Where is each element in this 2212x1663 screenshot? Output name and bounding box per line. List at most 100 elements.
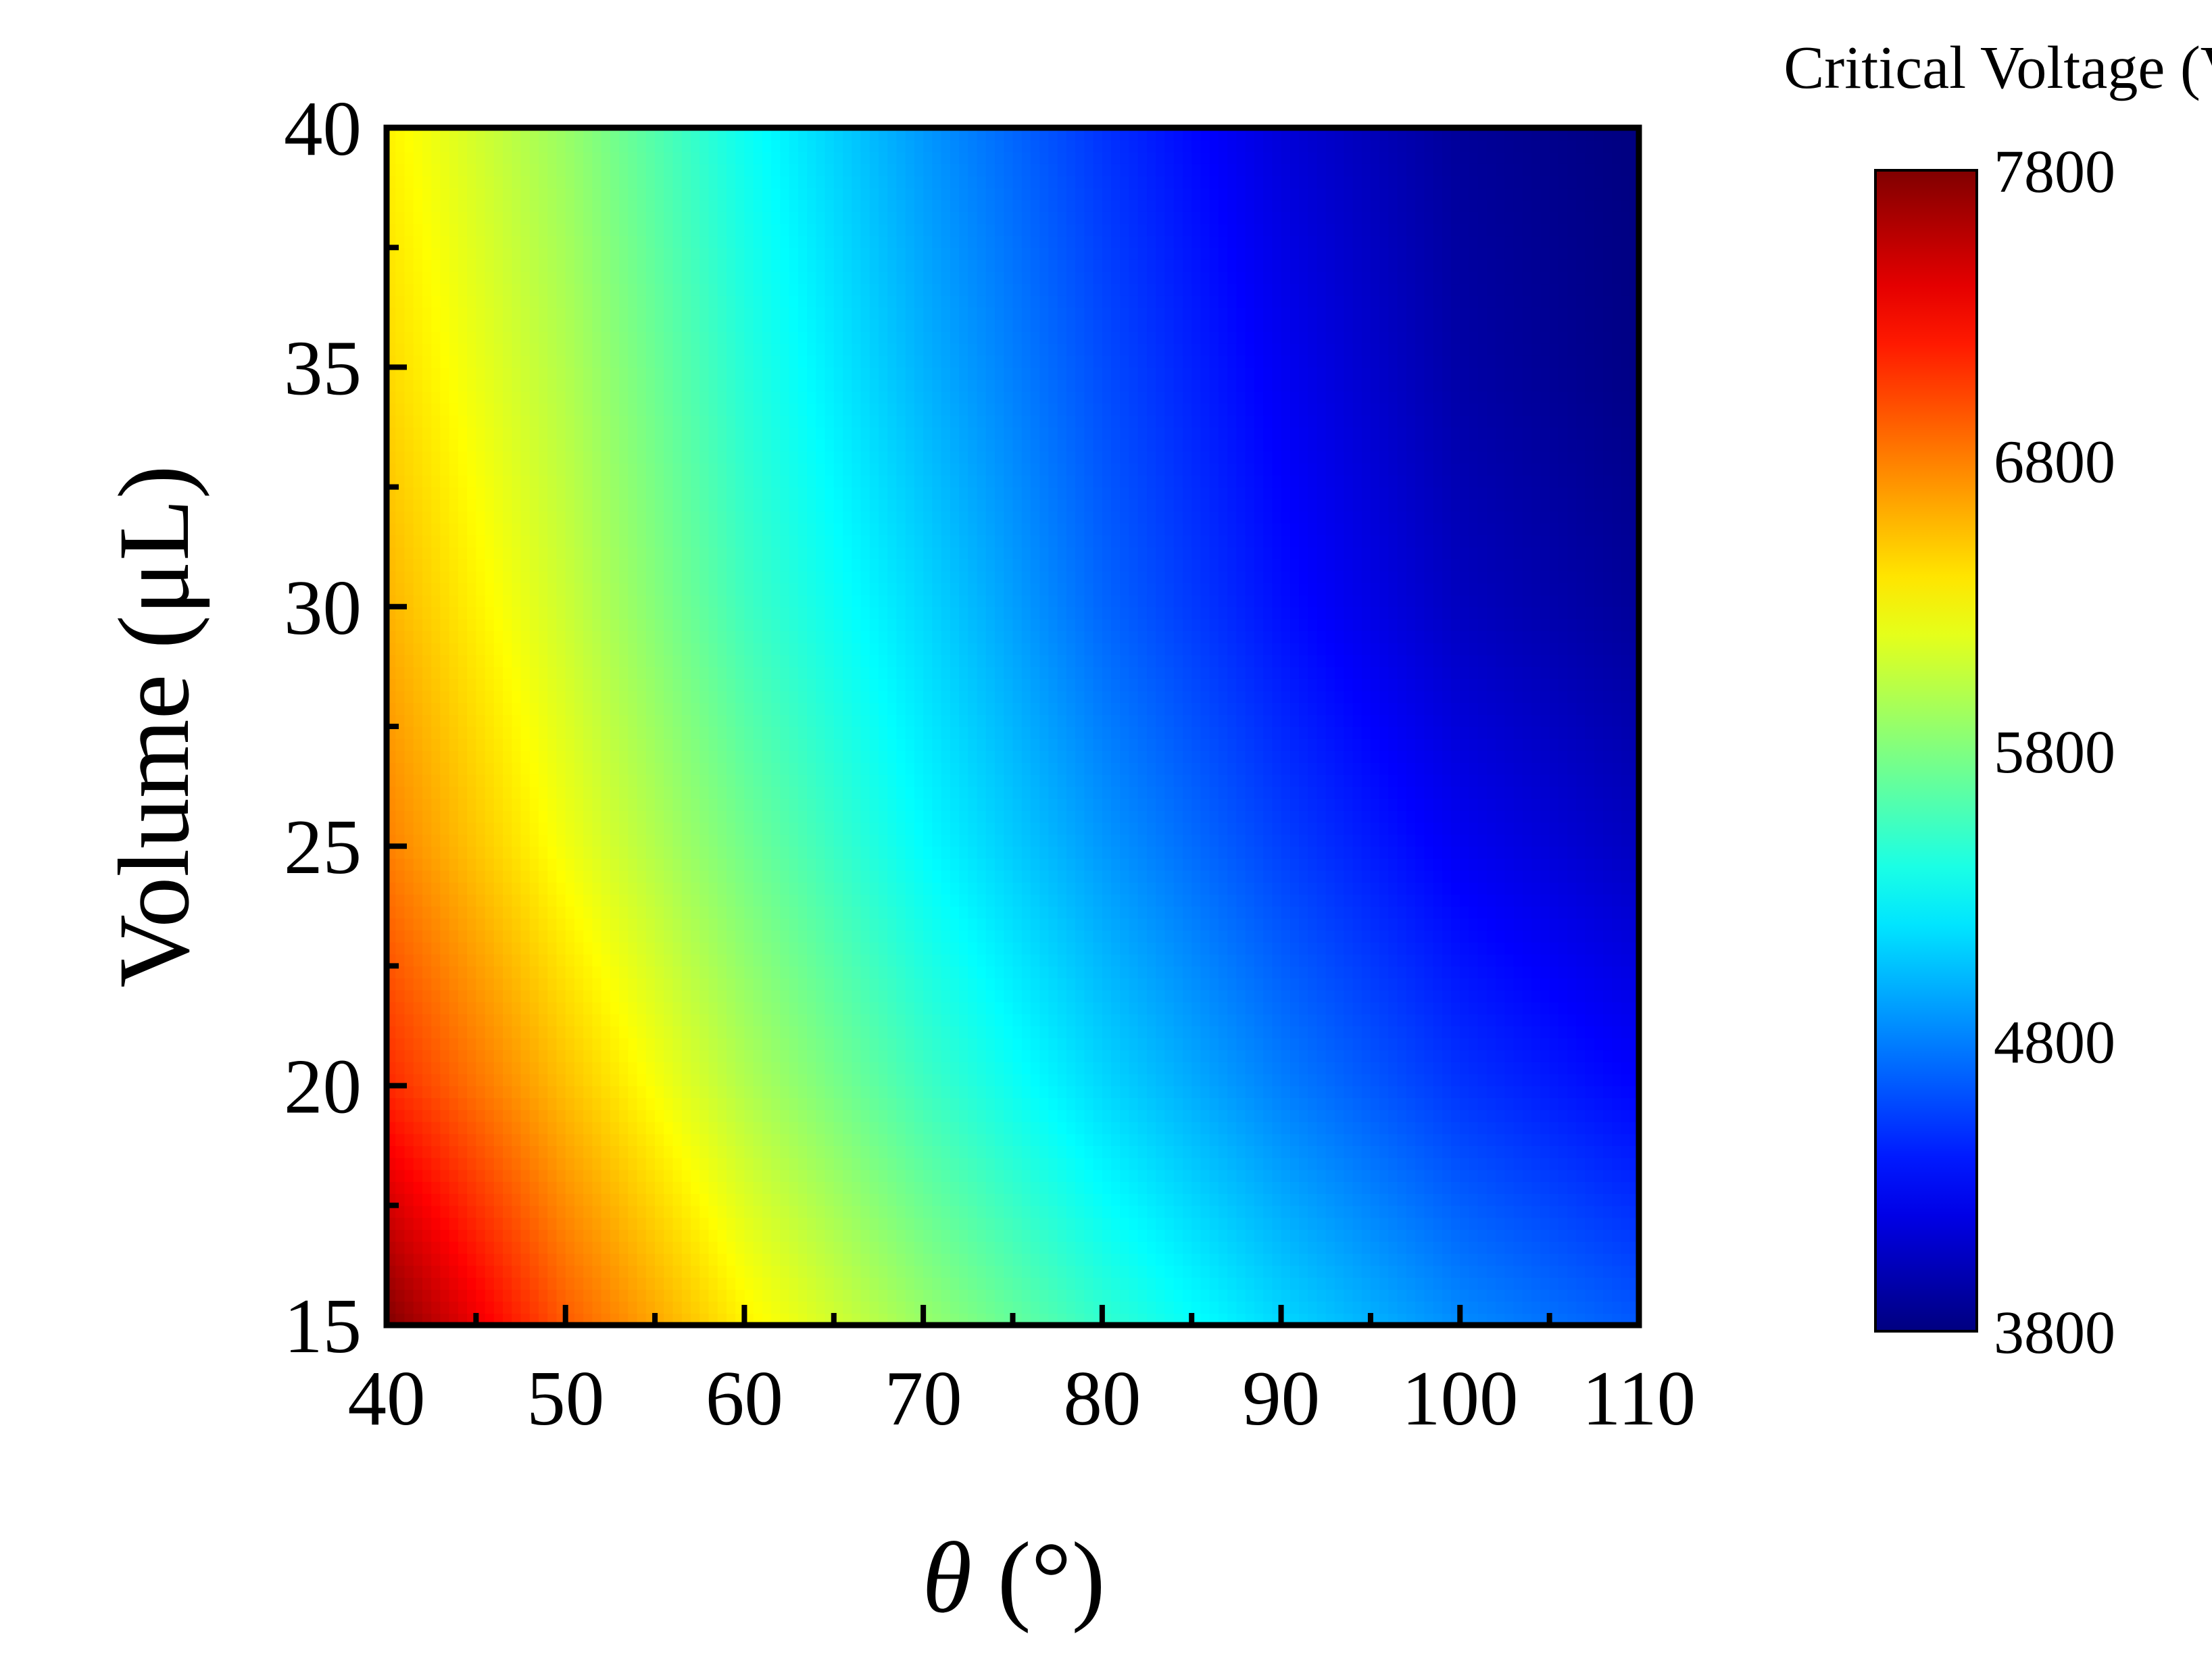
heatmap-cell xyxy=(1469,1193,1479,1206)
heatmap-cell xyxy=(1299,1206,1308,1218)
heatmap-cell xyxy=(896,1218,906,1231)
heatmap-cell xyxy=(914,1277,924,1290)
heatmap-cell xyxy=(1594,1170,1604,1183)
heatmap-cell xyxy=(860,1181,870,1194)
heatmap-cell xyxy=(744,966,754,978)
heatmap-cell xyxy=(1200,1014,1210,1026)
heatmap-cell xyxy=(1478,1133,1488,1146)
heatmap-cell xyxy=(754,906,763,919)
heatmap-cell xyxy=(1272,1122,1281,1135)
heatmap-cell xyxy=(1531,906,1541,919)
heatmap-cell xyxy=(1612,1241,1621,1254)
heatmap-cell xyxy=(1281,954,1291,967)
heatmap-cell xyxy=(1013,918,1023,931)
heatmap-cell xyxy=(1093,906,1103,919)
heatmap-cell xyxy=(896,1086,906,1099)
heatmap-cell xyxy=(1263,978,1273,991)
heatmap-cell xyxy=(1084,1241,1093,1254)
heatmap-cell xyxy=(1174,1206,1183,1218)
heatmap-cell xyxy=(458,1265,468,1278)
heatmap-cell xyxy=(494,954,503,967)
heatmap-cell xyxy=(1174,1074,1183,1087)
heatmap-cell xyxy=(1514,1097,1523,1110)
heatmap-cell xyxy=(682,1218,691,1231)
heatmap-cell xyxy=(754,1218,763,1231)
heatmap-cell xyxy=(1442,930,1452,943)
heatmap-cell xyxy=(816,1241,825,1254)
heatmap-cell xyxy=(1299,1062,1308,1074)
heatmap-cell xyxy=(1398,1133,1407,1146)
heatmap-cell xyxy=(1478,1229,1488,1242)
heatmap-cell xyxy=(1102,1110,1112,1122)
heatmap-cell xyxy=(619,1289,629,1302)
heatmap-cell xyxy=(601,1014,611,1026)
heatmap-cell xyxy=(1451,966,1460,978)
heatmap-cell xyxy=(1504,1122,1514,1135)
heatmap-cell xyxy=(780,1145,789,1158)
heatmap-cell xyxy=(1219,1062,1228,1074)
heatmap-cell xyxy=(440,1158,449,1170)
heatmap-cell xyxy=(646,1254,656,1266)
heatmap-cell xyxy=(1102,1277,1112,1290)
heatmap-cell xyxy=(1523,990,1532,1003)
heatmap-cell xyxy=(521,1122,531,1135)
heatmap-cell xyxy=(1594,918,1604,931)
heatmap-cell xyxy=(664,1038,673,1051)
heatmap-cell xyxy=(1460,1181,1469,1194)
heatmap-cell xyxy=(440,906,449,919)
heatmap-cell xyxy=(619,1265,629,1278)
heatmap-cell xyxy=(879,1206,888,1218)
heatmap-cell xyxy=(646,1133,656,1146)
heatmap-cell xyxy=(1362,1049,1371,1062)
heatmap-cell xyxy=(1120,918,1129,931)
heatmap-cell xyxy=(637,1014,647,1026)
heatmap-cell xyxy=(583,1074,593,1087)
heatmap-cell xyxy=(1191,990,1201,1003)
heatmap-cell xyxy=(950,978,960,991)
heatmap-cell xyxy=(1317,918,1327,931)
heatmap-cell xyxy=(610,1097,620,1110)
heatmap-cell xyxy=(1022,1133,1031,1146)
heatmap-cell xyxy=(941,1026,951,1039)
heatmap-cell xyxy=(521,918,531,931)
heatmap-cell xyxy=(1263,1145,1273,1158)
heatmap-cell xyxy=(1165,1062,1175,1074)
heatmap-cell xyxy=(1084,990,1093,1003)
heatmap-cell xyxy=(1147,1289,1156,1302)
heatmap-cell xyxy=(941,894,951,907)
heatmap-cell xyxy=(834,1110,843,1122)
heatmap-cell xyxy=(879,1133,888,1146)
heatmap-cell xyxy=(1344,1193,1353,1206)
heatmap-cell xyxy=(727,1086,736,1099)
heatmap-cell xyxy=(798,1014,808,1026)
heatmap-cell xyxy=(1371,918,1380,931)
heatmap-cell xyxy=(1317,1277,1327,1290)
heatmap-cell xyxy=(1102,1145,1112,1158)
heatmap-cell xyxy=(1415,1014,1425,1026)
heatmap-cell xyxy=(718,1002,727,1015)
heatmap-cell xyxy=(1246,1301,1255,1314)
heatmap-cell xyxy=(655,1026,664,1039)
heatmap-cell xyxy=(1388,1181,1398,1194)
heatmap-cell xyxy=(1603,990,1613,1003)
heatmap-cell xyxy=(843,1122,852,1135)
heatmap-cell xyxy=(1415,1026,1425,1039)
heatmap-cell xyxy=(754,1145,763,1158)
heatmap-cell xyxy=(1326,1241,1335,1254)
heatmap-cell xyxy=(1004,1254,1013,1266)
heatmap-cell xyxy=(547,1241,557,1254)
heatmap-cell xyxy=(1111,1301,1121,1314)
heatmap-cell xyxy=(1540,1181,1550,1194)
heatmap-cell xyxy=(691,1181,700,1194)
heatmap-cell xyxy=(1138,1265,1148,1278)
heatmap-cell xyxy=(1147,1038,1156,1051)
heatmap-cell xyxy=(1496,1086,1505,1099)
heatmap-cell xyxy=(1586,1193,1595,1206)
heatmap-cell xyxy=(1093,1074,1103,1087)
heatmap-cell xyxy=(1514,918,1523,931)
heatmap-cell xyxy=(1200,1002,1210,1015)
heatmap-cell xyxy=(1451,930,1460,943)
heatmap-cell xyxy=(1048,1133,1058,1146)
heatmap-cell xyxy=(816,1193,825,1206)
heatmap-cell xyxy=(1504,966,1514,978)
